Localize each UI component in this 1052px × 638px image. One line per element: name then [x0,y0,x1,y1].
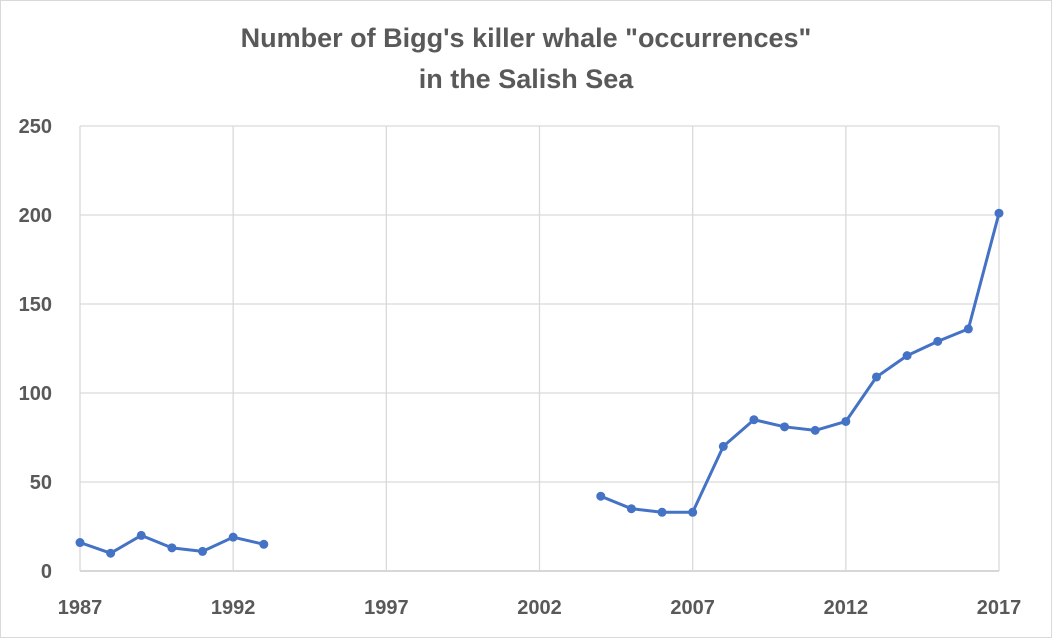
series-points [75,208,1004,558]
series-line-segment-1 [599,211,1001,514]
y-tick-label-250: 250 [19,116,52,138]
x-tick-label-1997: 1997 [364,597,409,619]
y-tick-label-0: 0 [41,561,52,583]
data-point-1987 [75,538,85,548]
data-point-2013 [871,372,881,382]
data-point-2016 [963,324,973,334]
x-tick-label-1992: 1992 [211,597,256,619]
x-tick-label-2012: 2012 [824,597,869,619]
data-point-2010 [780,422,790,432]
y-tick-label-200: 200 [19,205,52,227]
data-point-2005 [626,504,636,514]
y-axis-tick-labels: 0 50 100 150 200 250 [19,116,52,583]
x-tick-label-2007: 2007 [670,597,715,619]
chart-title-line-1: Number of Bigg's killer whale "occurrenc… [240,23,812,53]
x-axis-tick-labels: 1987 1992 1997 2002 2007 2012 2017 [58,597,1022,619]
data-point-2006 [657,507,667,517]
data-point-1990 [167,543,177,553]
x-tick-label-1987: 1987 [58,597,103,619]
data-point-2011 [810,425,820,435]
x-tick-label-2017: 2017 [977,597,1022,619]
chart-title: Number of Bigg's killer whale "occurrenc… [0,18,1052,100]
data-point-2017 [994,208,1004,218]
data-point-1988 [106,548,116,558]
data-point-1993 [259,539,269,549]
data-point-2007 [688,507,698,517]
data-point-2012 [841,416,851,426]
data-point-1992 [228,532,238,542]
data-point-2004 [596,491,606,501]
data-point-2015 [933,336,943,346]
data-point-2014 [902,351,912,361]
chart-title-line-2: in the Salish Sea [418,64,634,94]
y-tick-label-150: 150 [19,294,52,316]
x-tick-label-2002: 2002 [517,597,562,619]
gridlines [79,125,1000,572]
data-point-2008 [718,441,728,451]
y-tick-label-100: 100 [19,383,52,405]
y-tick-label-50: 50 [30,472,52,494]
data-point-1989 [136,530,146,540]
data-point-2009 [749,415,759,425]
data-point-1991 [198,546,208,556]
